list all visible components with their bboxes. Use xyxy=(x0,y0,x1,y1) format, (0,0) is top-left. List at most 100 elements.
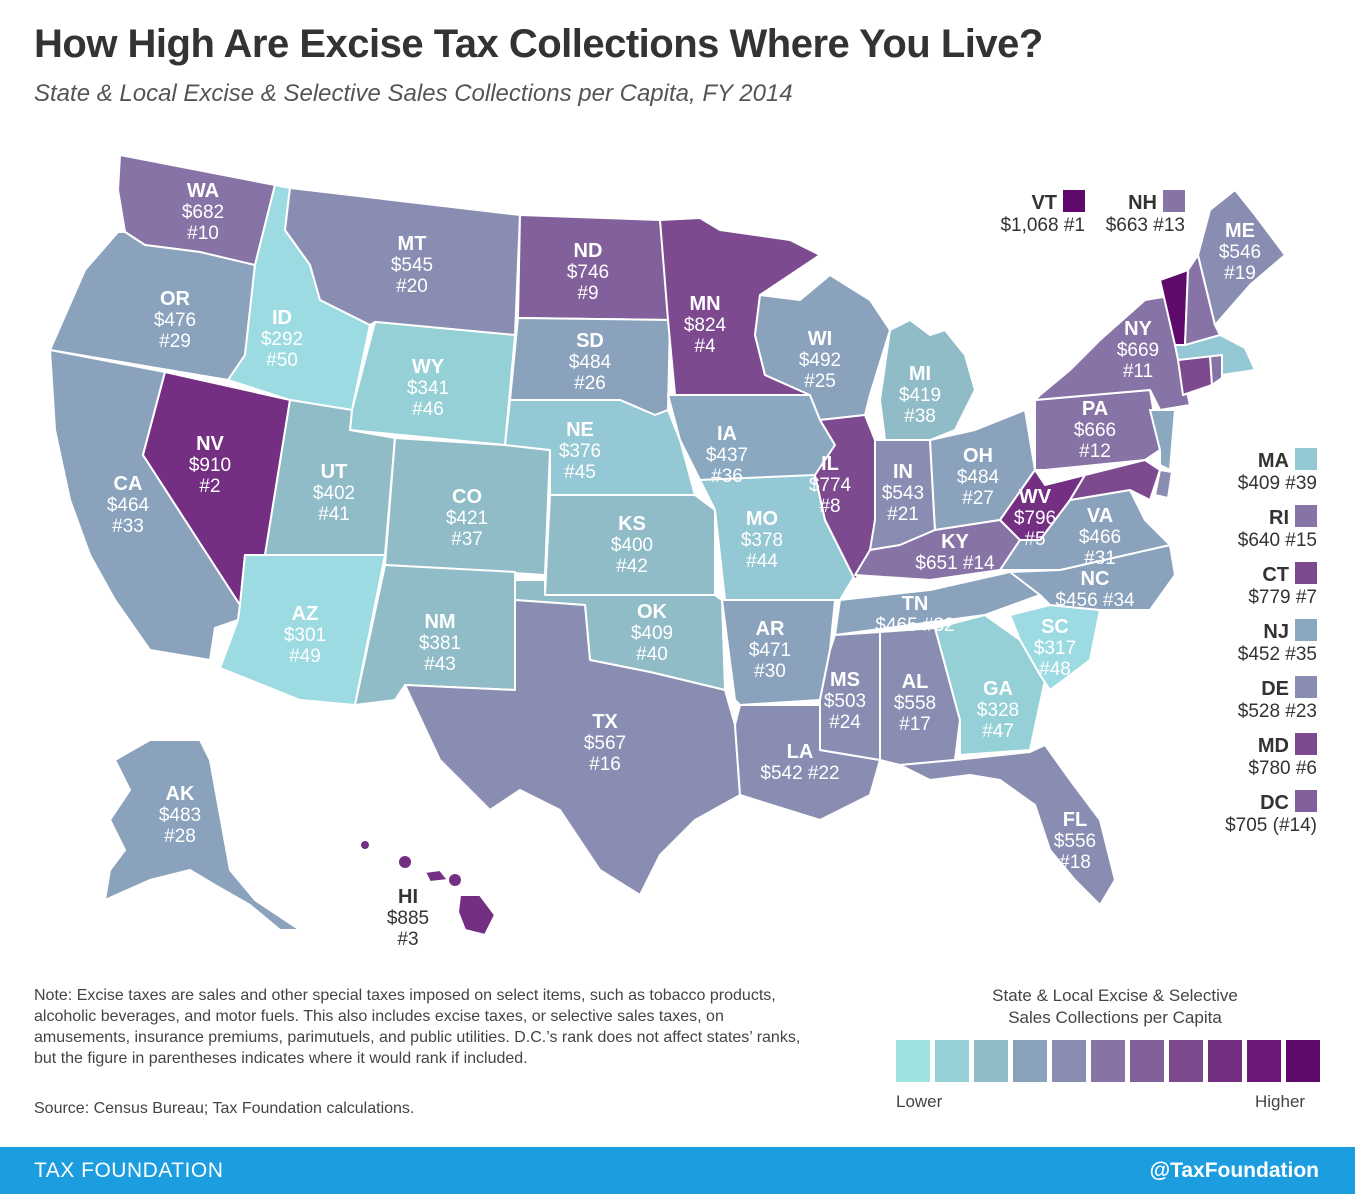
label-TX-abbr: TX xyxy=(592,711,618,733)
label-AR: AR $471 #30 xyxy=(749,618,791,682)
label-PA: PA $666 #12 xyxy=(1074,398,1116,462)
state-FL xyxy=(899,744,1116,906)
label-MS-rank: #24 xyxy=(829,712,861,733)
legend-swatch-4 xyxy=(1013,1040,1047,1082)
label-IA-abbr: IA xyxy=(717,423,737,445)
label-ND-abbr: ND xyxy=(574,240,603,262)
label-KS: KS $400 #42 xyxy=(611,513,653,577)
state-NJ xyxy=(1149,409,1176,471)
label-CA-value: $464 xyxy=(107,495,150,516)
sidebar-swatch xyxy=(1295,562,1317,584)
callout-vt: VT $1,068 #1 xyxy=(955,190,1085,237)
label-AZ-rank: #49 xyxy=(289,646,321,667)
label-VA-value: $466 xyxy=(1079,527,1121,548)
callout-nh: NH $663 #13 xyxy=(1085,190,1185,237)
sidebar-value-rank: $528 #23 xyxy=(1237,701,1317,722)
label-KY-value-rank: $651 #14 xyxy=(915,553,995,574)
sidebar-value-rank: $705 (#14) xyxy=(1225,815,1317,836)
label-HI-value: $885 xyxy=(387,908,429,929)
label-HI: HI $885 #3 xyxy=(387,886,429,950)
label-TX-rank: #16 xyxy=(589,754,621,775)
label-IN: IN $543 #21 xyxy=(882,461,924,525)
label-FL-rank: #18 xyxy=(1059,852,1091,873)
label-MT-value: $545 xyxy=(391,255,433,276)
sidebar-abbr: MA xyxy=(1257,450,1289,472)
sidebar-value-rank: $452 #35 xyxy=(1237,644,1317,665)
sidebar-swatch xyxy=(1295,790,1317,812)
callout-nh-swatch xyxy=(1163,190,1185,212)
label-NY-rank: #11 xyxy=(1123,361,1153,382)
label-MO-rank: #44 xyxy=(746,551,778,572)
label-NV-rank: #2 xyxy=(199,476,220,497)
label-IL-value: $774 xyxy=(809,475,852,496)
label-WA-abbr: WA xyxy=(187,180,219,202)
label-NV-value: $910 xyxy=(189,455,231,476)
label-UT-value: $402 xyxy=(313,483,355,504)
label-CA-abbr: CA xyxy=(114,473,143,495)
legend-low-label: Lower xyxy=(896,1092,943,1111)
sidebar-abbr: DC xyxy=(1260,792,1289,814)
label-WI-rank: #25 xyxy=(804,371,836,392)
label-AK-rank: #28 xyxy=(164,826,196,847)
label-MT-abbr: MT xyxy=(398,233,427,255)
label-MN-abbr: MN xyxy=(689,293,720,315)
label-WI: WI $492 #25 xyxy=(799,328,841,392)
label-WV-rank: #5 xyxy=(1024,529,1045,550)
state-RI xyxy=(1209,354,1223,386)
page-title: How High Are Excise Tax Collections Wher… xyxy=(34,22,1043,66)
label-NV: NV $910 #2 xyxy=(189,433,231,497)
sidebar-abbr: MD xyxy=(1257,735,1289,757)
label-WI-abbr: WI xyxy=(808,328,832,350)
sidebar-value-rank: $640 #15 xyxy=(1237,530,1317,551)
label-IA-value: $437 xyxy=(706,445,748,466)
label-AR-value: $471 xyxy=(749,640,791,661)
sidebar-swatch xyxy=(1295,505,1317,527)
source-text: Source: Census Bureau; Tax Foundation ca… xyxy=(34,1100,415,1117)
sidebar-swatch xyxy=(1295,619,1317,641)
sidebar-swatch xyxy=(1295,676,1317,698)
sidebar-value-rank: $780 #6 xyxy=(1248,758,1317,779)
sidebar-item-ri: RI $640 #15 xyxy=(1238,505,1317,552)
label-AZ-value: $301 xyxy=(284,625,326,646)
callout-nh-rank: #13 xyxy=(1153,215,1185,236)
sidebar-abbr: RI xyxy=(1269,507,1289,529)
legend-swatch-6 xyxy=(1091,1040,1125,1082)
label-MI-value: $419 xyxy=(899,385,941,406)
callout-nh-value: $663 xyxy=(1105,215,1149,236)
label-ID-rank: #50 xyxy=(266,350,298,371)
state-DE xyxy=(1154,469,1173,499)
legend-swatch-2 xyxy=(935,1040,969,1082)
sidebar-item-de: DE $528 #23 xyxy=(1238,676,1317,723)
label-NY-value: $669 xyxy=(1117,340,1159,361)
label-OR-rank: #29 xyxy=(159,331,191,352)
legend-high-label: Higher xyxy=(1255,1092,1306,1111)
footer-brand: TAX FOUNDATION xyxy=(34,1159,224,1182)
label-KS-value: $400 xyxy=(611,535,653,556)
label-NM-value: $381 xyxy=(419,633,461,654)
footer-handle[interactable]: @TaxFoundation xyxy=(1149,1159,1319,1182)
callout-nh-abbr: NH xyxy=(1128,192,1157,214)
sidebar-value-rank: $779 #7 xyxy=(1248,587,1317,608)
label-MS-value: $503 xyxy=(824,691,866,712)
label-MN-rank: #4 xyxy=(694,336,716,357)
label-OH-rank: #27 xyxy=(962,488,994,509)
label-OK: OK $409 #40 xyxy=(631,601,673,665)
label-NE-rank: #45 xyxy=(564,462,596,483)
label-OR-value: $476 xyxy=(154,310,196,331)
label-FL-value: $556 xyxy=(1054,831,1096,852)
label-MO: MO $378 #44 xyxy=(741,508,783,572)
label-OK-abbr: OK xyxy=(637,601,668,623)
legend-swatch-3 xyxy=(974,1040,1008,1082)
label-LA: LA $542 #22 xyxy=(760,741,839,784)
label-SD-value: $484 xyxy=(569,352,612,373)
callout-vt-rank: #1 xyxy=(1063,215,1085,236)
label-AK-abbr: AK xyxy=(166,783,195,805)
label-AZ: AZ $301 #49 xyxy=(284,603,326,667)
label-MN-value: $824 xyxy=(684,315,727,336)
label-NE-abbr: NE xyxy=(566,419,594,441)
label-AK-value: $483 xyxy=(159,805,201,826)
label-NC-abbr: NC xyxy=(1081,568,1110,590)
label-NM: NM $381 #43 xyxy=(419,611,461,675)
label-NE-value: $376 xyxy=(559,441,601,462)
label-ID-value: $292 xyxy=(261,329,303,350)
